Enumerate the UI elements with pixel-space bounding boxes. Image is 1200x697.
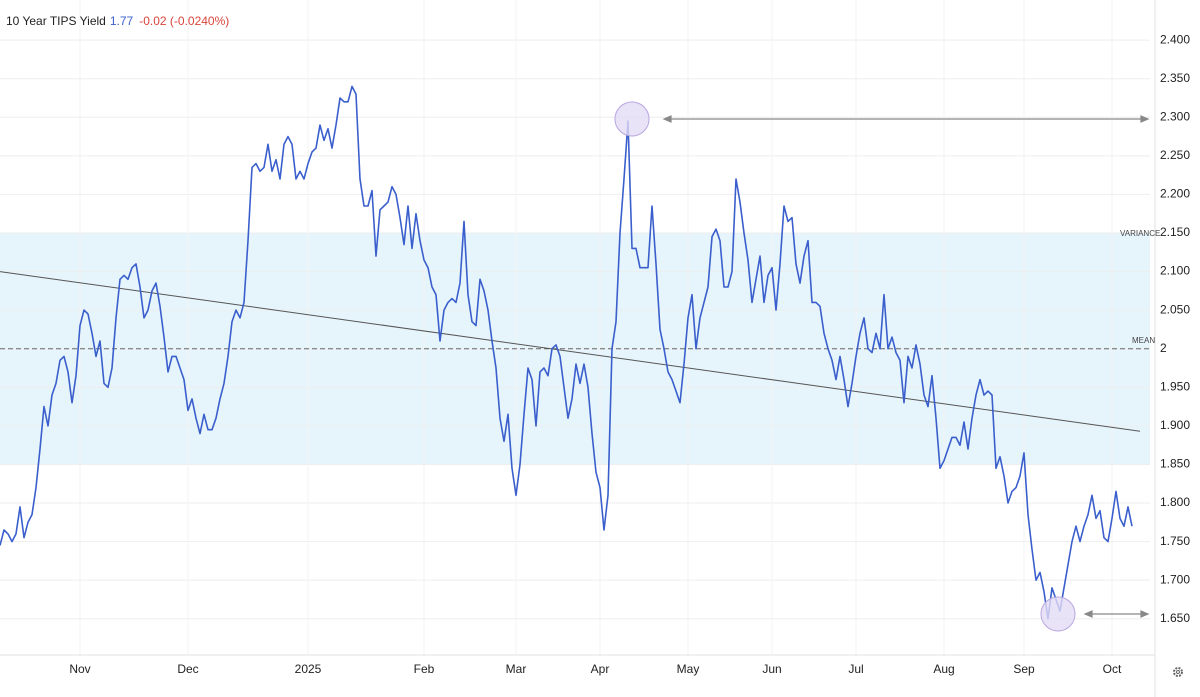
x-tick-label: Oct	[1103, 662, 1122, 676]
change: -0.02 (-0.0240%)	[139, 14, 229, 28]
trend-line	[0, 271, 1141, 432]
x-tick-label: Jul	[848, 662, 863, 676]
mean-label: MEAN	[1132, 336, 1155, 345]
y-tick-label: 2.300	[1160, 109, 1190, 123]
y-tick-label: 2.350	[1160, 71, 1190, 85]
y-tick-label: 2.150	[1160, 225, 1190, 239]
x-tick-label: Mar	[506, 662, 527, 676]
x-tick-label: Dec	[177, 662, 198, 676]
x-tick-label: Jun	[762, 662, 781, 676]
highlight-circle	[614, 101, 650, 137]
x-tick-label: Sep	[1013, 662, 1035, 676]
y-tick-label: 2	[1160, 341, 1167, 355]
last-value: 1.77	[110, 14, 134, 28]
y-tick-label: 2.050	[1160, 302, 1190, 316]
y-tick-label: 2.250	[1160, 148, 1190, 162]
y-tick-label: 2.200	[1160, 187, 1190, 201]
x-tick-label: Feb	[414, 662, 435, 676]
x-tick-label: Nov	[69, 662, 90, 676]
x-tick-label: Aug	[933, 662, 954, 676]
x-tick-label: May	[677, 662, 700, 676]
y-tick-label: 1.750	[1160, 534, 1190, 548]
y-tick-label: 2.400	[1160, 32, 1190, 46]
y-tick-label: 1.700	[1160, 572, 1190, 586]
y-tick-label: 1.650	[1160, 611, 1190, 625]
arrows	[662, 115, 1150, 618]
variance-label: VARIANCE	[1120, 229, 1160, 238]
y-tick-label: 1.950	[1160, 379, 1190, 393]
data-line	[0, 85, 1133, 620]
settings-icon[interactable]	[1173, 667, 1183, 677]
highlight-circle	[1040, 596, 1076, 632]
y-tick-label: 1.800	[1160, 495, 1190, 509]
x-tick-label: 2025	[295, 662, 322, 676]
x-tick-label: Apr	[591, 662, 610, 676]
chart-title: 10 Year TIPS Yield	[6, 14, 106, 28]
y-tick-label: 1.900	[1160, 418, 1190, 432]
y-tick-label: 2.100	[1160, 264, 1190, 278]
y-tick-label: 1.850	[1160, 457, 1190, 471]
